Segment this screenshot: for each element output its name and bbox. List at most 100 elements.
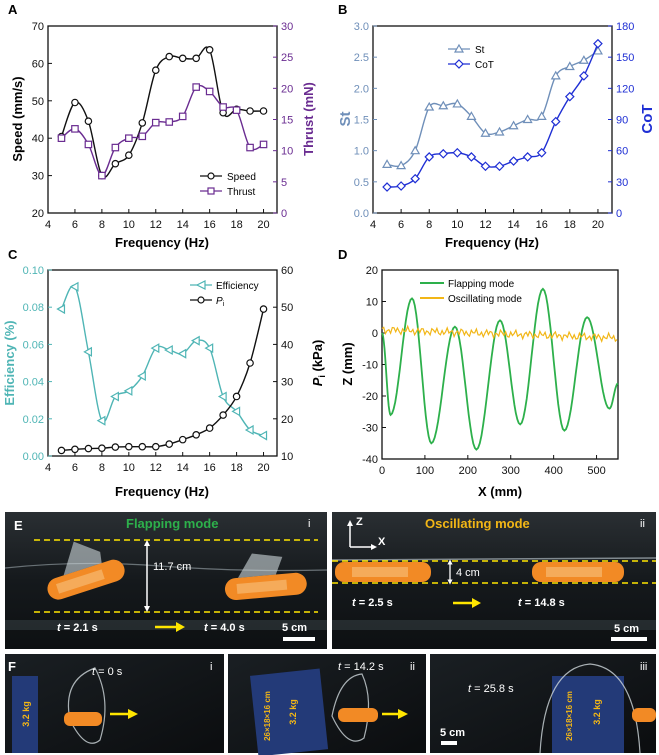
time-label-f-1: t = 0 s <box>92 666 123 678</box>
y-right-tick-label: 60 <box>281 265 293 277</box>
panel-label-a: A <box>8 2 18 17</box>
data-point-cot <box>438 148 449 159</box>
mass-label-3: 3.2 kg <box>592 699 602 725</box>
y-left-tick-label: 0.5 <box>354 177 369 189</box>
y-right-tick-label: 30 <box>616 177 628 189</box>
x-tick-label: 10 <box>123 219 135 231</box>
data-point-thrust <box>165 118 174 126</box>
pi-subscript: i <box>317 375 327 378</box>
series-c <box>56 281 268 455</box>
data-point-p <box>192 430 200 439</box>
y-right-axis-label-a: Thrust (mN) <box>301 82 316 156</box>
x-ticks-a: 4 6 8 10 12 14 16 18 20 <box>45 209 270 231</box>
data-point-cot <box>564 91 575 102</box>
photo-e-right-title: Oscillating mode <box>425 516 530 531</box>
data-point-speed <box>192 54 200 63</box>
data-point-p <box>259 305 268 313</box>
series-a <box>57 45 268 180</box>
t-symbol: t <box>468 683 472 695</box>
series-line-cot <box>387 43 599 188</box>
data-point-p <box>71 445 79 454</box>
data-point-speed <box>165 52 174 61</box>
y-right-tick-label: 90 <box>616 115 628 127</box>
data-point-thrust <box>71 125 79 133</box>
y-left-tick-label: 0.02 <box>23 414 44 426</box>
x-ticks-d: 0 100 200 300 400 500 <box>379 455 606 477</box>
data-point-st <box>396 160 407 170</box>
pi-unit: (kPa) <box>310 340 325 375</box>
t-symbol: t <box>57 622 62 634</box>
series-d <box>381 287 619 451</box>
y-right-tick-label: 60 <box>616 146 628 158</box>
time-value: 2.1 s <box>73 622 97 634</box>
x-tick-label: 8 <box>99 219 105 231</box>
y-left-tick-label: 1.0 <box>354 146 369 158</box>
legend-marker-pi <box>197 296 205 304</box>
x-tick-label: 12 <box>479 219 491 231</box>
robot-right-1 <box>335 562 431 582</box>
time-value: 4.0 s <box>220 622 244 634</box>
robot-f-3 <box>632 708 656 722</box>
panel-e-photo-strip: E Flapping mode i 11.7 cm t = 2.1 s t = … <box>4 512 657 649</box>
data-point-speed <box>259 107 268 115</box>
x-tick-label: 8 <box>99 462 105 474</box>
photo-e-left-title: Flapping mode <box>126 516 218 531</box>
panel-f-photo-strip: F 3.2 kg t = 0 s i 26×18×16 cm 3.2 kg t … <box>5 654 656 755</box>
data-point-efficiency <box>217 391 227 402</box>
y-tick-label: -40 <box>362 454 378 466</box>
y-left-tick-label: 0.06 <box>23 339 44 351</box>
membrane-2 <box>331 673 370 742</box>
robot-core <box>352 567 408 577</box>
x-tick-label: 10 <box>451 219 463 231</box>
x-tick-label: 18 <box>230 462 242 474</box>
x-tick-label: 10 <box>123 462 135 474</box>
data-point-p <box>246 359 254 367</box>
data-point-p <box>151 442 160 451</box>
scale-bar-e-left <box>283 637 315 641</box>
data-point-cot <box>579 71 589 81</box>
legend-marker-speed <box>207 172 215 180</box>
y-left-tick-label: 0.0 <box>354 208 369 220</box>
y-right-tick-label: 30 <box>281 21 293 33</box>
plot-frame-b <box>372 25 613 214</box>
robot-core <box>55 569 105 594</box>
robot-left-2 <box>224 553 307 601</box>
x-tick-label: 12 <box>150 219 162 231</box>
data-point-thrust <box>178 112 187 121</box>
robot-core <box>236 579 288 594</box>
data-point-cot <box>522 152 533 162</box>
y-left-axis-label-c: Efficiency (%) <box>2 320 17 405</box>
data-point-efficiency <box>258 430 268 441</box>
legend-marker-efficiency <box>195 280 206 290</box>
data-point-efficiency <box>83 346 93 357</box>
series-line-st <box>386 50 599 168</box>
y-right-tick-label: 25 <box>281 52 293 64</box>
data-point-thrust <box>232 106 241 114</box>
y-left-tick-label: 50 <box>32 96 44 108</box>
y-tick-label: 20 <box>366 265 378 277</box>
x-tick-label: 6 <box>398 219 404 231</box>
data-point-cot <box>536 147 547 158</box>
data-point-st <box>536 111 547 120</box>
data-point-st <box>522 114 533 124</box>
y-right-tick-label: 180 <box>616 21 634 33</box>
time-label-f-2: t = 14.2 s <box>338 661 384 673</box>
time-value: 2.5 s <box>368 597 392 609</box>
x-tick-label: 14 <box>177 219 189 231</box>
axis-indicator: Z X <box>347 516 386 550</box>
membrane-1 <box>67 667 106 744</box>
time-value: 14.2 s <box>354 661 384 673</box>
motion-arrowhead-f-2 <box>398 709 408 719</box>
x-tick-label: 12 <box>150 462 162 474</box>
y-left-ticks-a: 20 30 40 50 60 70 <box>32 21 52 220</box>
x-tick-label: 16 <box>536 219 548 231</box>
data-point-thrust <box>192 83 200 91</box>
series-line-p <box>61 308 265 452</box>
y-left-tick-label: 0.08 <box>23 302 44 314</box>
data-point-efficiency <box>69 281 79 292</box>
data-point-efficiency <box>190 335 200 346</box>
x-tick-label: 20 <box>257 219 269 231</box>
panel-c-efficiency-pressure-chart: C 4 6 8 10 12 14 16 18 20 0.000.020.040.060.080.… <box>2 247 327 499</box>
y-right-tick-label: 40 <box>281 339 293 351</box>
